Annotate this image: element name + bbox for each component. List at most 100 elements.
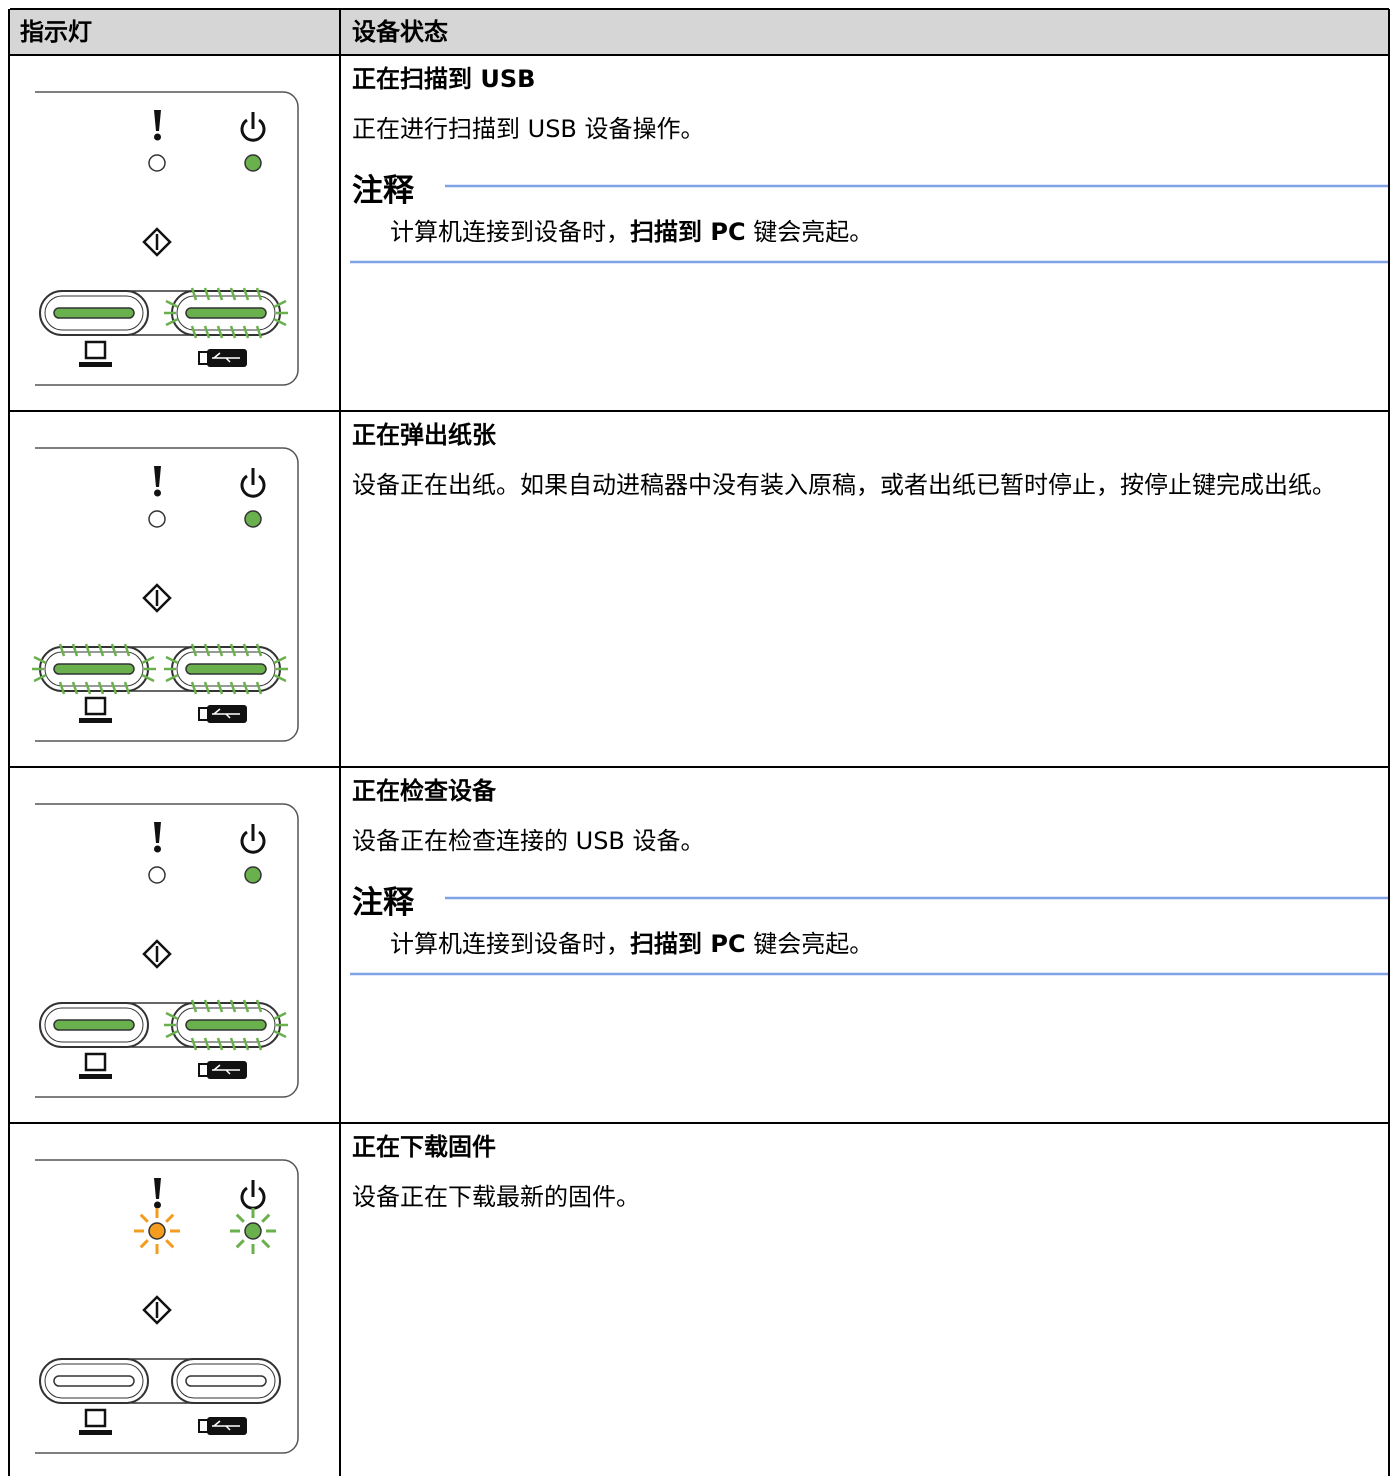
note-text-segment: 键会亮起。 [745,218,874,246]
error-icon [154,1178,161,1199]
note-heading: 注释 [352,173,414,209]
power-icon [240,118,266,142]
pc-icon [79,1430,112,1435]
pc-icon [84,696,107,716]
blink-ray [141,673,155,683]
blink-ray [203,999,211,1013]
blink-ray [242,1037,250,1051]
key-light [185,307,267,319]
key-button-inner [176,1007,276,1043]
header-cell: 指示灯 [20,18,92,46]
indicator-led [148,510,166,528]
blink-ray [273,299,287,309]
panel-outline [35,803,299,1098]
blink-ray [165,299,179,309]
note-text-segment: 扫描到 PC [630,930,746,958]
blink-ray [203,643,211,657]
blink-ray [84,681,92,695]
key-light [185,1375,267,1387]
blink-ray [190,643,198,657]
indicator-led [148,866,166,884]
blink-ray [203,287,211,301]
blink-ray [165,317,179,327]
error-icon [154,845,161,853]
power-icon [240,474,266,498]
note-heading: 注释 [352,885,414,921]
error-icon [154,1201,161,1209]
panel-outline [35,91,299,386]
blink-ray [229,325,237,339]
blink-ray [190,325,198,339]
usb-icon [212,1064,240,1075]
blink-ray [203,1037,211,1051]
indicator-led [244,154,262,172]
blink-ray [141,655,155,665]
row-description: 设备正在检查连接的 USB 设备。 [352,827,705,855]
blink-ray [71,681,79,695]
pc-icon [79,718,112,723]
note-text: 计算机连接到设备时，扫描到 PC 键会亮起。 [390,219,873,246]
blink-ray [216,999,224,1013]
blink-ray [123,681,131,695]
blink-ray [242,999,250,1013]
row-title: 正在扫描到 USB [352,65,536,93]
note-text-segment: 扫描到 PC [630,218,746,246]
blink-ray [110,681,118,695]
blink-ray [273,655,287,665]
indicator-led [244,1222,262,1240]
usb-icon [212,708,240,719]
blink-ray [235,1239,245,1249]
power-icon [240,830,266,854]
blink-ray [261,1213,271,1223]
usb-icon [198,351,209,365]
note-text: 计算机连接到设备时，扫描到 PC 键会亮起。 [390,931,873,958]
pc-icon [84,1052,107,1072]
indicator-led [244,866,262,884]
key-button-inner [44,651,144,687]
error-icon [154,133,161,141]
blink-ray [273,673,287,683]
usb-icon [198,707,209,721]
note-text-segment: 键会亮起。 [745,930,874,958]
blink-ray [255,681,263,695]
blink-ray [242,325,250,339]
row-title: 正在弹出纸张 [352,421,496,449]
usb-icon [212,352,240,363]
blink-ray [139,1213,149,1223]
blink-ray [190,1037,198,1051]
blink-ray [216,681,224,695]
blink-ray [165,655,179,665]
blink-ray [216,287,224,301]
blink-ray [216,643,224,657]
blink-ray [229,1037,237,1051]
blink-ray [58,643,66,657]
blink-ray [165,1239,175,1249]
key-button-inner [176,651,276,687]
blink-ray [110,643,118,657]
key-light [185,663,267,675]
blink-ray [190,681,198,695]
usb-icon [198,1419,209,1433]
blink-ray [242,287,250,301]
error-icon [154,822,161,843]
panel-outline [35,1159,299,1454]
blink-ray [261,1239,271,1249]
key-button-inner [44,295,144,331]
blink-ray [242,643,250,657]
blink-ray [33,673,47,683]
blink-ray [190,999,198,1013]
blink-ray [216,325,224,339]
header-background [10,10,1389,55]
blink-ray [165,1029,179,1039]
key-button-inner [176,295,276,331]
blink-ray [165,673,179,683]
blink-ray [203,681,211,695]
key-button-inner [176,1363,276,1399]
key-button-inner [44,1363,144,1399]
usb-icon [198,1063,209,1077]
error-icon [154,489,161,497]
blink-ray [165,1213,175,1223]
header-cell: 设备状态 [352,18,448,46]
row-title: 正在检查设备 [352,777,496,805]
